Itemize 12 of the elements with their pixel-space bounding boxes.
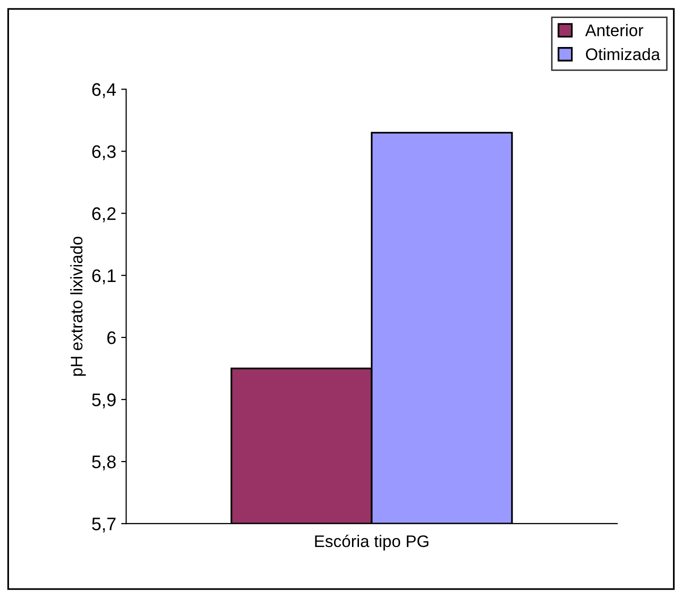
y-tick-label: 6 bbox=[107, 331, 116, 344]
y-tick-label: 6,1 bbox=[92, 269, 116, 284]
y-tick-label: 5,8 bbox=[92, 455, 116, 470]
y-axis-title: pH extrato lixiviado bbox=[70, 236, 86, 376]
legend-label: Anterior bbox=[585, 24, 644, 36]
y-tick-label: 5,9 bbox=[92, 393, 116, 408]
y-tick-label: 6,4 bbox=[92, 83, 116, 98]
y-tick-label: 6,3 bbox=[92, 145, 116, 160]
legend-label: Otimizada bbox=[586, 48, 660, 60]
y-tick-label: 6,2 bbox=[92, 207, 116, 222]
x-tick-label: Escória tipo PG bbox=[315, 534, 428, 550]
y-tick-label: 5,7 bbox=[92, 518, 116, 532]
